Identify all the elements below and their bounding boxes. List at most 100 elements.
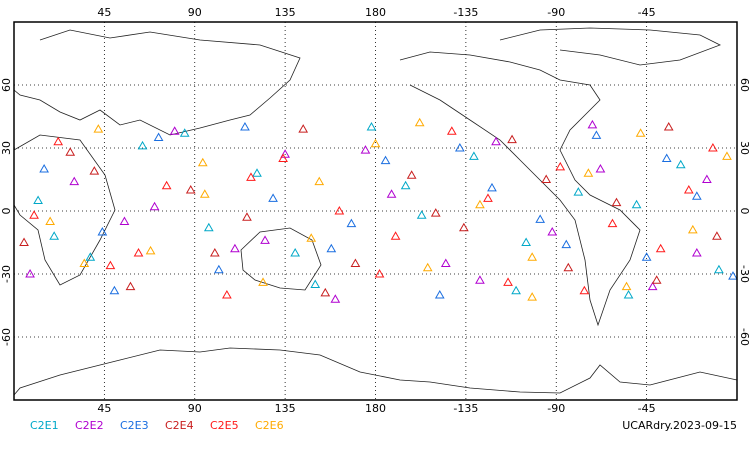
obs-point — [547, 226, 558, 236]
obs-point — [687, 224, 698, 234]
obs-point — [330, 294, 341, 303]
obs-point — [310, 279, 321, 288]
obs-point — [573, 187, 584, 196]
obs-point — [109, 285, 120, 295]
obs-point — [222, 289, 232, 299]
obs-point — [454, 142, 465, 152]
obs-point — [268, 193, 278, 202]
obs-point — [203, 222, 214, 232]
obs-point — [641, 252, 652, 261]
obs-point — [65, 147, 76, 156]
obs-point — [29, 210, 39, 219]
obs-point — [133, 247, 144, 257]
x-tick-label: 135 — [275, 6, 296, 19]
obs-point — [491, 136, 501, 146]
obs-point — [185, 184, 196, 194]
obs-point — [416, 210, 427, 219]
legend-label: C2E4 — [165, 419, 194, 432]
obs-point — [507, 134, 517, 144]
obs-point — [561, 239, 572, 249]
coastlines — [13, 27, 738, 396]
x-tick-label: -45 — [638, 402, 656, 415]
obs-point — [380, 155, 391, 165]
obs-point — [53, 136, 64, 146]
obs-point — [483, 193, 493, 202]
legend-label: C2E1 — [30, 419, 59, 432]
x-tick-label: 90 — [188, 6, 202, 19]
y-tick-label: -60 — [738, 328, 750, 346]
obs-point — [298, 124, 309, 133]
obs-point — [366, 121, 377, 131]
x-tick-label: -90 — [547, 402, 565, 415]
obs-point — [712, 231, 722, 240]
obs-point — [595, 163, 606, 173]
obs-point — [635, 128, 646, 137]
obs-point — [125, 281, 136, 291]
product-label: UCARdry.2023-09-15 — [622, 419, 737, 432]
x-tick-label: 45 — [97, 6, 111, 19]
obs-point — [469, 151, 479, 160]
obs-point — [240, 121, 250, 131]
points — [19, 117, 738, 303]
obs-point — [386, 189, 397, 198]
obs-point — [511, 285, 521, 295]
obs-point — [39, 163, 49, 173]
obs-point — [527, 252, 538, 261]
obs-point — [663, 121, 674, 131]
obs-point — [414, 117, 425, 127]
x-tick-label: -45 — [638, 6, 656, 19]
obs-point — [583, 168, 594, 177]
obs-point — [197, 157, 208, 167]
obs-point — [446, 126, 457, 135]
y-tick-label: 60 — [738, 78, 750, 92]
obs-point — [714, 264, 724, 274]
x-tick-label: 45 — [97, 402, 111, 415]
obs-point — [728, 271, 738, 280]
obs-point — [647, 281, 658, 291]
obs-point — [535, 214, 546, 223]
obs-point — [722, 151, 732, 160]
y-tick-label: 30 — [738, 141, 750, 155]
y-tick-label: -30 — [738, 265, 750, 283]
obs-point — [651, 275, 662, 284]
legend-label: C2E2 — [75, 419, 104, 432]
obs-point — [521, 237, 531, 246]
obs-point — [69, 176, 80, 186]
obs-point — [85, 252, 96, 261]
obs-point — [587, 119, 598, 129]
obs-point — [370, 138, 381, 148]
x-tick-label: 180 — [365, 6, 386, 19]
obs-point — [579, 285, 590, 295]
obs-point — [326, 243, 337, 253]
x-tick-label: 135 — [275, 402, 296, 415]
obs-point — [374, 268, 385, 278]
obs-point — [360, 145, 371, 154]
x-tick-label: -90 — [547, 6, 565, 19]
obs-point — [611, 197, 622, 207]
obs-point — [440, 258, 451, 267]
obs-point — [607, 218, 618, 228]
obs-point — [661, 153, 672, 162]
obs-point — [623, 289, 634, 299]
frame — [13, 21, 738, 401]
obs-point — [209, 247, 220, 257]
obs-point — [422, 262, 433, 272]
x-tick-label: -135 — [453, 6, 478, 19]
obs-point — [252, 168, 262, 177]
obs-point — [260, 235, 270, 244]
obs-point — [230, 243, 240, 253]
obs-point — [459, 222, 469, 232]
obs-point — [655, 243, 666, 253]
obs-point — [334, 205, 345, 215]
obs-point — [45, 216, 56, 225]
y-tick-label: -30 — [0, 265, 13, 283]
obs-point — [314, 176, 325, 186]
x-tick-label: 90 — [188, 402, 202, 415]
obs-point — [145, 245, 156, 255]
obs-point — [25, 268, 35, 278]
y-tick-label: 60 — [0, 78, 13, 92]
obs-point — [19, 237, 29, 246]
obs-point — [430, 208, 441, 217]
x-tick-label: 180 — [365, 402, 386, 415]
